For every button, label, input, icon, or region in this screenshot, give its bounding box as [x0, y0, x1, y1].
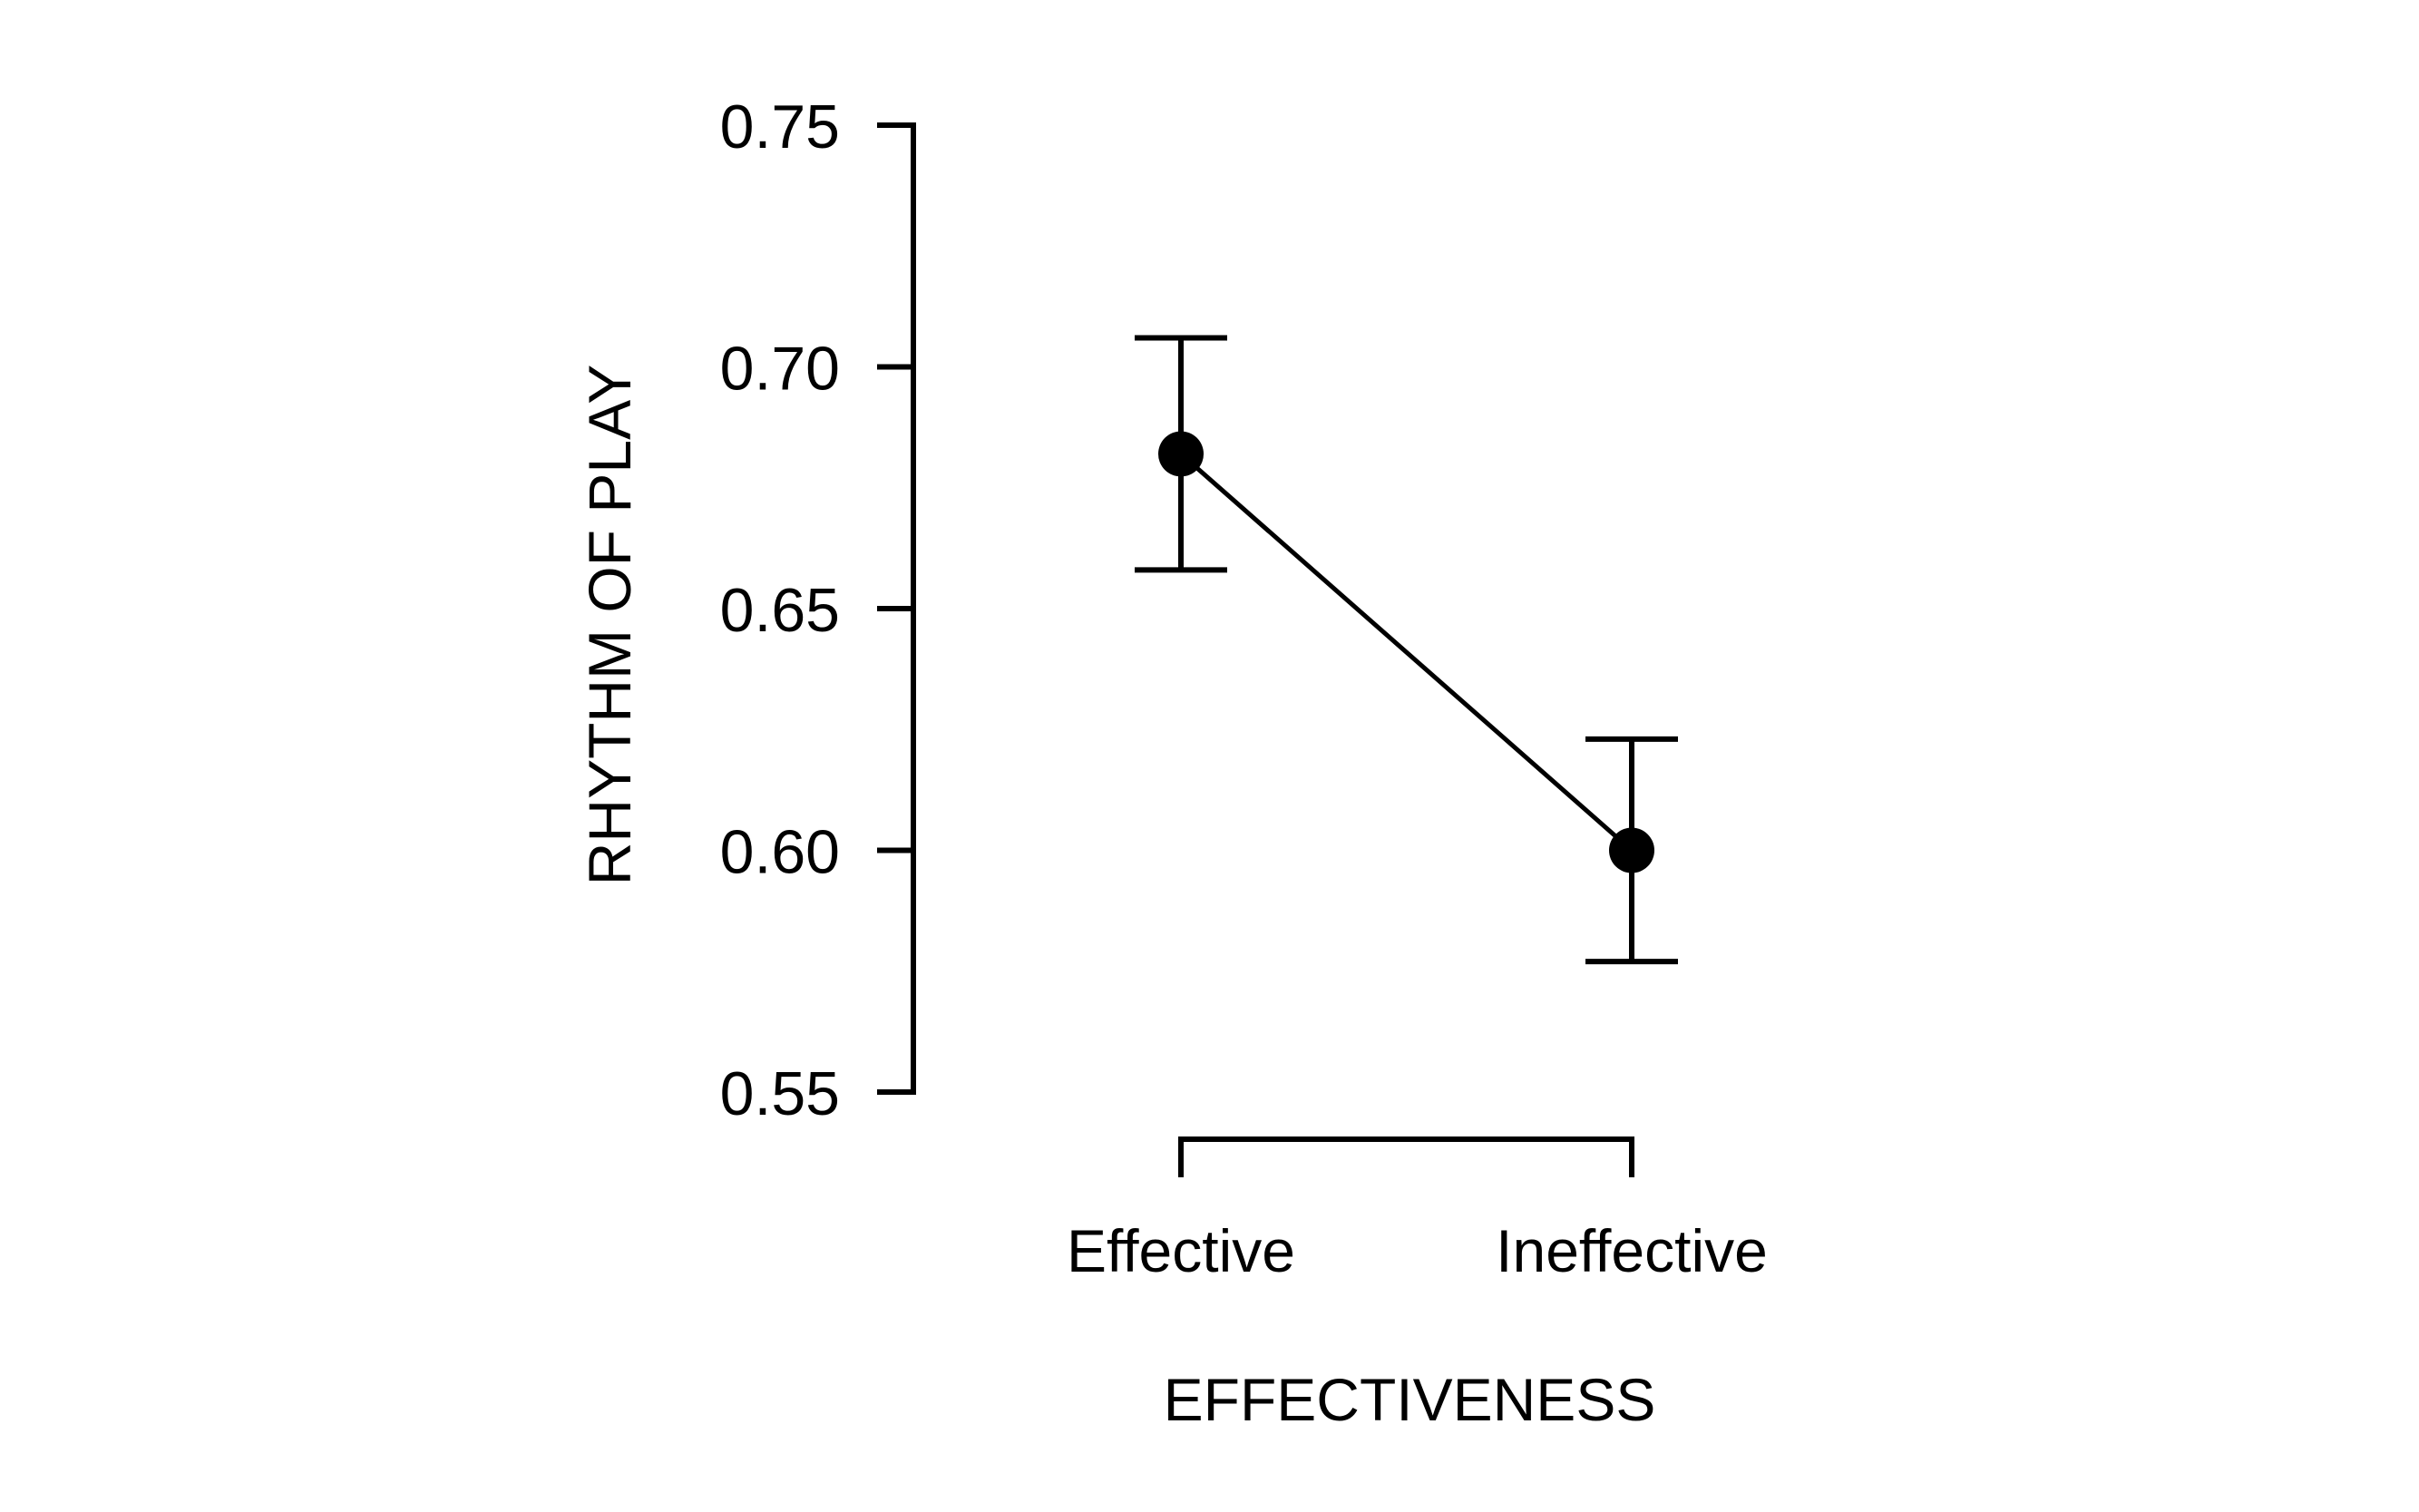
y-axis-title: RHYTHM OF PLAY — [576, 365, 643, 886]
x-tick-label: Effective — [1067, 1217, 1295, 1284]
data-point — [1158, 431, 1204, 477]
x-axis: Effective Ineffective — [1067, 1136, 1768, 1284]
series-line — [1179, 452, 1634, 853]
plot-area — [1135, 335, 1678, 965]
y-tick-label: 0.70 — [720, 335, 840, 404]
data-point — [1609, 827, 1654, 873]
x-axis-title: EFFECTIVENESS — [1164, 1366, 1656, 1433]
y-axis: 0.55 0.60 0.65 0.70 0.75 — [720, 93, 916, 1128]
x-axis-bracket — [1178, 1136, 1634, 1177]
x-tick-label: Ineffective — [1496, 1217, 1768, 1284]
y-tick-label: 0.60 — [720, 818, 840, 887]
y-tick-label: 0.65 — [720, 576, 840, 645]
y-tick-label: 0.75 — [720, 93, 840, 161]
y-tick-label: 0.55 — [720, 1059, 840, 1128]
